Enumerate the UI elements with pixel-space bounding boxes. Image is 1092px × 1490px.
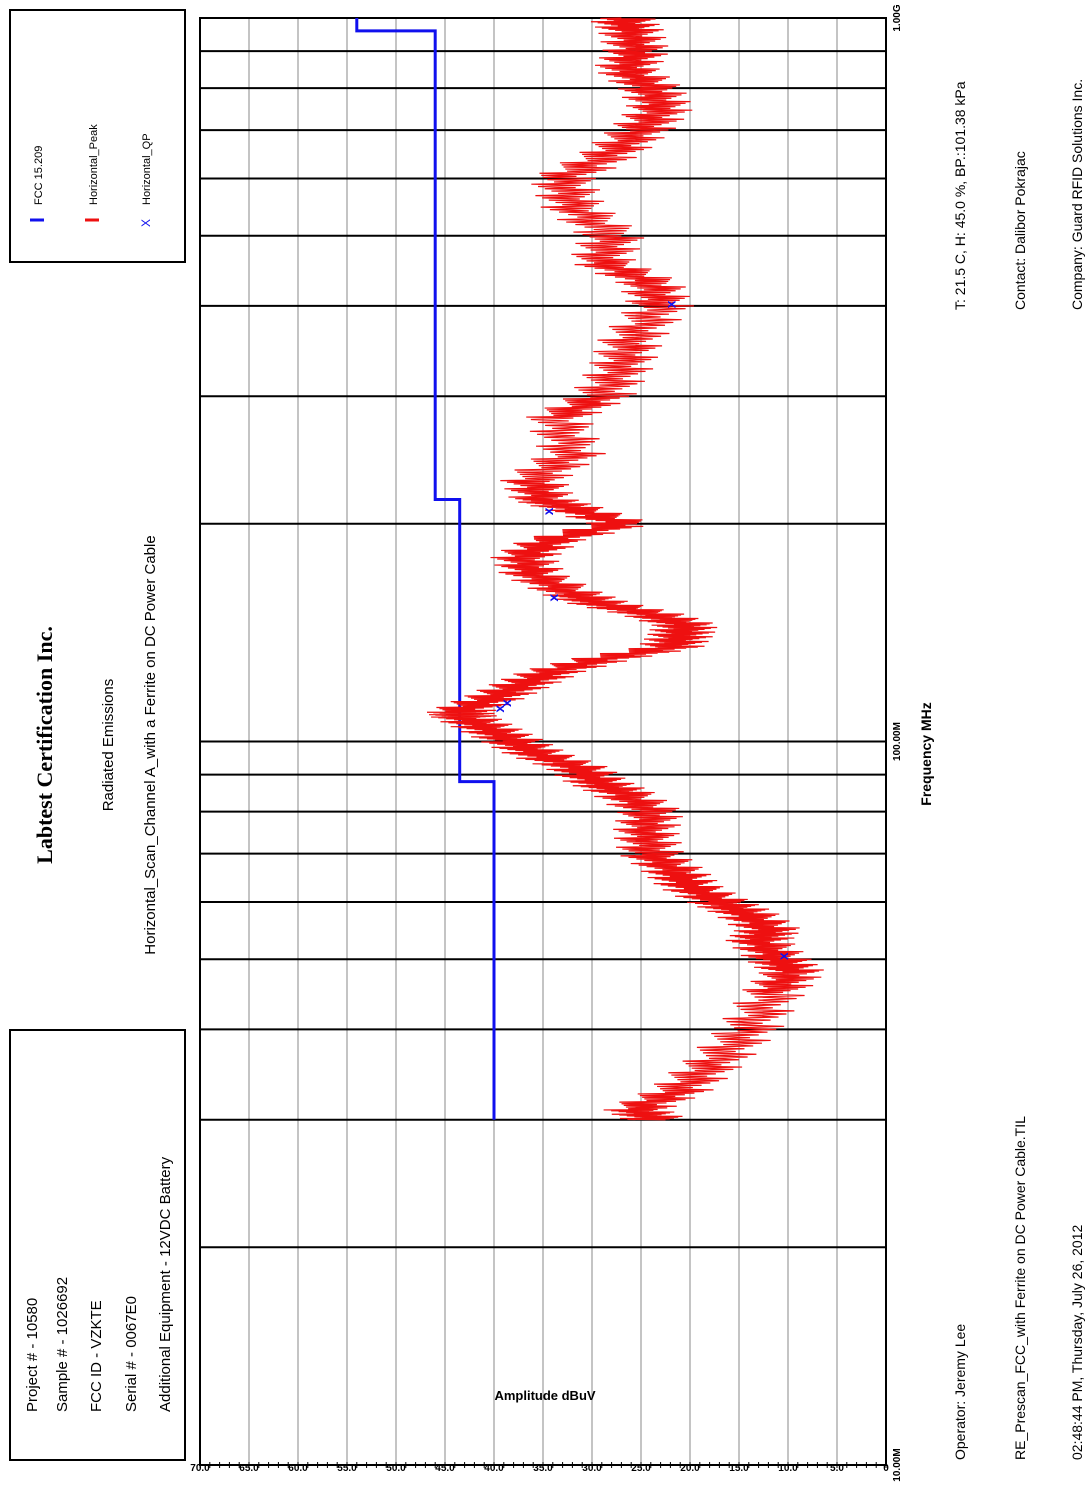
y-tick-label: 30.0: [582, 1463, 602, 1474]
y-tick-label: 40.0: [484, 1463, 504, 1474]
y-tick-label: 45.0: [435, 1463, 455, 1474]
y-tick-label: 65.0: [239, 1463, 259, 1474]
y-tick-label: 60.0: [288, 1463, 308, 1474]
qp-marker: x: [662, 300, 678, 308]
legend-label-fcc: FCC 15.209: [33, 146, 45, 205]
y-tick-label: 70.0: [190, 1463, 210, 1474]
x-tick-label: 10.00M: [892, 1448, 903, 1481]
footer-contact: Contact: Dalibor Pokrajac: [1012, 151, 1028, 310]
y-axis-title-page: Amplitude dBuV: [494, 1388, 595, 1403]
info-line-project: Project # - 10580: [24, 1298, 41, 1412]
y-tick-label: 55.0: [337, 1463, 357, 1474]
legend-frame: [9, 9, 186, 263]
footer-filename: RE_Prescan_FCC_with Ferrite on DC Power …: [1012, 1116, 1028, 1460]
legend: FCC 15.209 Horizontal_Peak X Horizontal_…: [9, 9, 186, 263]
y-tick-label: 20.0: [680, 1463, 700, 1474]
x-axis-title: Frequency MHz: [918, 702, 934, 805]
y-tick-label: 10.0: [778, 1463, 798, 1474]
report-test-title: Radiated Emissions: [100, 679, 117, 812]
footer-company: Company: Guard RFID Solutions Inc.: [1069, 79, 1085, 310]
info-line-fcc-id: FCC ID - VZKTE: [88, 1300, 105, 1412]
info-line-sample: Sample # - 1026692: [54, 1277, 71, 1412]
y-tick-label: 5.0: [830, 1463, 844, 1474]
x-tick-label: 1.00G: [892, 4, 903, 31]
report-company-title: Labtest Certification Inc.: [32, 626, 57, 864]
report-rotated: Project # - 10580 Sample # - 1026692 FCC…: [9, 4, 1085, 1482]
legend-label-peak: Horizontal_Peak: [88, 124, 100, 205]
emissions-plot: 0 5.0 10.0 15.0 20.0 25.0 30.0 35.0 40.0 45.0 50.0…: [190, 4, 903, 1482]
y-tick-label: 35.0: [533, 1463, 553, 1474]
footer-timestamp: 02:48:44 PM, Thursday, July 26, 2012: [1069, 1224, 1085, 1460]
qp-marker: x: [498, 699, 514, 707]
info-line-equipment: Additional Equipment - 12VDC Battery: [157, 1156, 174, 1412]
qp-marker: x: [775, 952, 791, 960]
y-tick-label: 50.0: [386, 1463, 406, 1474]
info-box: Project # - 10580 Sample # - 1026692 FCC…: [9, 1029, 186, 1461]
info-line-serial: Serial # - 0067E0: [123, 1296, 140, 1412]
y-tick-label: 15.0: [729, 1463, 749, 1474]
qp-marker: x: [540, 507, 556, 515]
legend-label-qp: Horizontal_QP: [141, 133, 153, 205]
y-tick-label: 25.0: [631, 1463, 651, 1474]
footer-conditions: T: 21.5 C, H: 45.0 %, BP.:101.38 kPa: [952, 81, 968, 310]
report-scan-title: Horizontal_Scan_Channel A_with a Ferrite…: [142, 535, 159, 954]
x-tick-label: 100.00M: [892, 722, 903, 761]
qp-marker: x: [491, 705, 507, 713]
info-box-frame: [9, 1029, 186, 1461]
footer-operator: Operator: Jeremy Lee: [952, 1324, 968, 1460]
horizontal-peak-trace: [426, 17, 824, 1121]
y-tick-label: 0: [883, 1463, 889, 1474]
fcc-limit-line: [355, 18, 496, 1120]
qp-marker: x: [545, 594, 561, 602]
legend-marker-qp: X: [139, 219, 153, 227]
plot-frame: [199, 17, 887, 1466]
